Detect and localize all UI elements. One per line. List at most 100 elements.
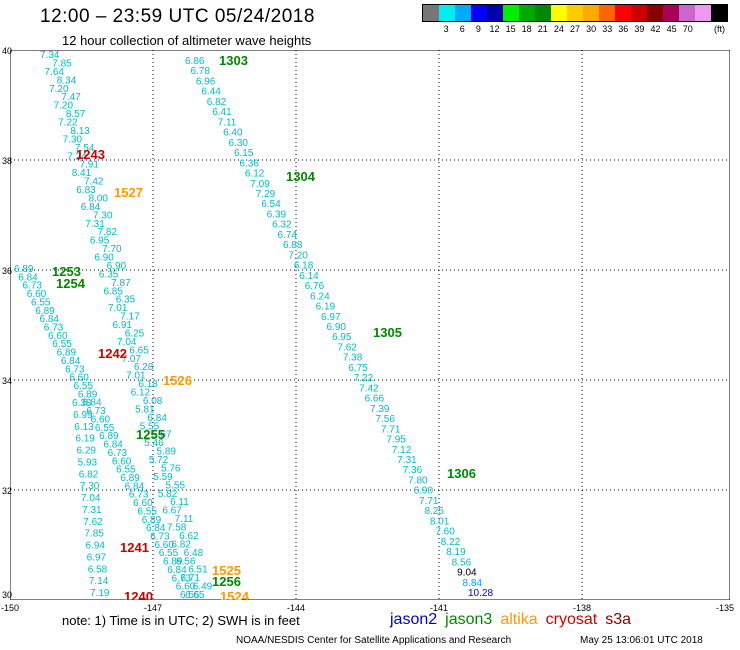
wave-height-label: 6.82 <box>207 97 227 108</box>
wave-height-label: 7.85 <box>52 58 72 69</box>
wave-height-label: 6.15 <box>234 148 254 159</box>
wave-height-label: 6.89 <box>14 264 34 275</box>
wave-height-label: 6.74 <box>278 230 298 241</box>
wave-height-label: 9.04 <box>457 568 477 579</box>
wave-height-label: 6.76 <box>305 281 325 292</box>
wave-height-label: 7.30 <box>93 210 113 221</box>
wave-height-label: 7.80 <box>408 475 428 486</box>
wave-height-label: 5.81 <box>135 404 155 415</box>
legend-swatch <box>567 5 583 21</box>
legend-tick-label: 39 <box>634 24 645 34</box>
wave-height-label: 6.40 <box>223 128 243 139</box>
legend-swatch <box>503 5 519 21</box>
wave-height-label: 6.19 <box>75 434 95 445</box>
time-label: 1306 <box>447 466 476 481</box>
wave-height-label: 6.89 <box>57 348 77 359</box>
wave-height-label: 6.18 <box>138 379 158 390</box>
legend-unit: (ft) <box>714 24 725 34</box>
wave-height-label: 6.55 <box>137 506 157 517</box>
wave-height-label: 6.51 <box>188 565 208 576</box>
wave-height-label: 5.59 <box>153 472 173 483</box>
wave-height-label: 7.87 <box>111 278 131 289</box>
legend-swatch <box>519 5 535 21</box>
chart-title: 12:00 – 23:59 UTC 05/24/2018 <box>40 6 315 27</box>
wave-height-label: 6.67 <box>162 506 182 517</box>
wave-height-label: 6.89 <box>142 515 162 526</box>
wave-height-label: 6.36 <box>239 158 259 169</box>
wave-height-label: 6.28 <box>134 362 154 373</box>
wave-height-label: 7.47 <box>61 92 81 103</box>
time-label: 1254 <box>56 276 86 291</box>
legend-swatch <box>535 5 551 21</box>
legend-swatch <box>455 5 471 21</box>
wave-height-label: 8.25 <box>424 506 444 517</box>
wave-height-label: 5.67 <box>152 430 172 441</box>
legend-swatch <box>599 5 615 21</box>
wave-height-label: 7.70 <box>102 244 122 255</box>
wave-height-label: 7.04 <box>81 493 101 504</box>
legend-swatch <box>487 5 503 21</box>
wave-height-label: 6.12 <box>245 169 265 180</box>
satellite-legend: jason2 jason3 altika cryosat s3a <box>390 611 631 629</box>
time-label: 1305 <box>373 325 402 340</box>
wave-height-label: 6.84 <box>147 413 167 424</box>
wave-height-label: 6.84 <box>125 481 145 492</box>
wave-height-label: 5.72 <box>149 455 169 466</box>
wave-height-label: 6.12 <box>131 388 151 399</box>
wave-height-label: 6.60 <box>112 456 132 467</box>
wave-height-label: 6.13 <box>74 422 94 433</box>
time-label: 1303 <box>219 53 248 68</box>
wave-height-label: 7.22 <box>58 118 78 129</box>
wave-height-label: 6.97 <box>321 312 341 323</box>
wave-height-label: 6.60 <box>27 289 47 300</box>
lon-tick-label: -135 <box>715 603 735 613</box>
wave-height-label: 6.73 <box>108 448 128 459</box>
wave-height-label: 5.55 <box>140 421 160 432</box>
wave-height-label: 7.31 <box>82 505 102 516</box>
wave-height-label: 7.20 <box>49 84 69 95</box>
wave-height-label: 6.95 <box>90 236 110 247</box>
wave-height-label: 6.60 <box>176 582 196 593</box>
wave-height-label: 5.89 <box>156 447 176 458</box>
wave-height-label: 6.54 <box>261 199 281 210</box>
legend-swatch <box>679 5 695 21</box>
wave-height-label: 6.60 <box>154 540 174 551</box>
wave-height-label: 7.07 <box>122 354 142 365</box>
time-label: 1243 <box>76 147 105 162</box>
wave-height-label: 6.65 <box>129 345 149 356</box>
wave-height-label: 7.31 <box>85 219 105 230</box>
wave-height-label: 6.49 <box>193 582 213 593</box>
wave-height-label: 6.96 <box>196 76 216 87</box>
wave-height-label: 6.84 <box>18 272 38 283</box>
legend-tick-label: 42 <box>650 24 661 34</box>
wave-height-label: 6.73 <box>171 573 191 584</box>
time-label: 1240 <box>124 589 153 600</box>
legend-swatch <box>551 5 567 21</box>
wave-height-label: 8.22 <box>441 537 461 548</box>
wave-height-label: 6.94 <box>86 541 106 552</box>
wave-height-label: 6.11 <box>170 497 189 508</box>
legend-tick-label: 21 <box>537 24 548 34</box>
wave-height-label: 10.28 <box>468 588 493 599</box>
wave-height-label: 6.29 <box>77 446 97 457</box>
legend-color-bar <box>422 4 728 22</box>
legend-tick-label: 33 <box>602 24 613 34</box>
color-legend: 3 6 9 12 15 18 21 24 27 30 33 36 39 42 45 70 (ft) <box>422 4 728 40</box>
wave-height-label: 7.09 <box>250 179 270 190</box>
wave-height-label: 6.84 <box>40 314 60 325</box>
wave-height-label: 6.73 <box>44 323 64 334</box>
legend-tick-label: 18 <box>521 24 532 34</box>
wave-height-label: 6.48 <box>184 548 204 559</box>
wave-height-label: 7.95 <box>386 435 406 446</box>
satellite-label: jason3 <box>445 611 493 628</box>
legend-tick-label: 36 <box>618 24 629 34</box>
wave-height-label: 6.25 <box>125 328 145 339</box>
legend-tick-label: 30 <box>586 24 597 34</box>
wave-height-label: 7.01 <box>108 303 128 314</box>
wave-height-label: 6.90 <box>414 486 434 497</box>
wave-height-label: 6.55 <box>116 465 136 476</box>
wave-height-label: 8.84 <box>463 578 483 589</box>
wave-height-label: 6.95 <box>332 332 352 343</box>
legend-tick-label: 6 <box>459 24 465 34</box>
legend-tick-label: 3 <box>443 24 449 34</box>
